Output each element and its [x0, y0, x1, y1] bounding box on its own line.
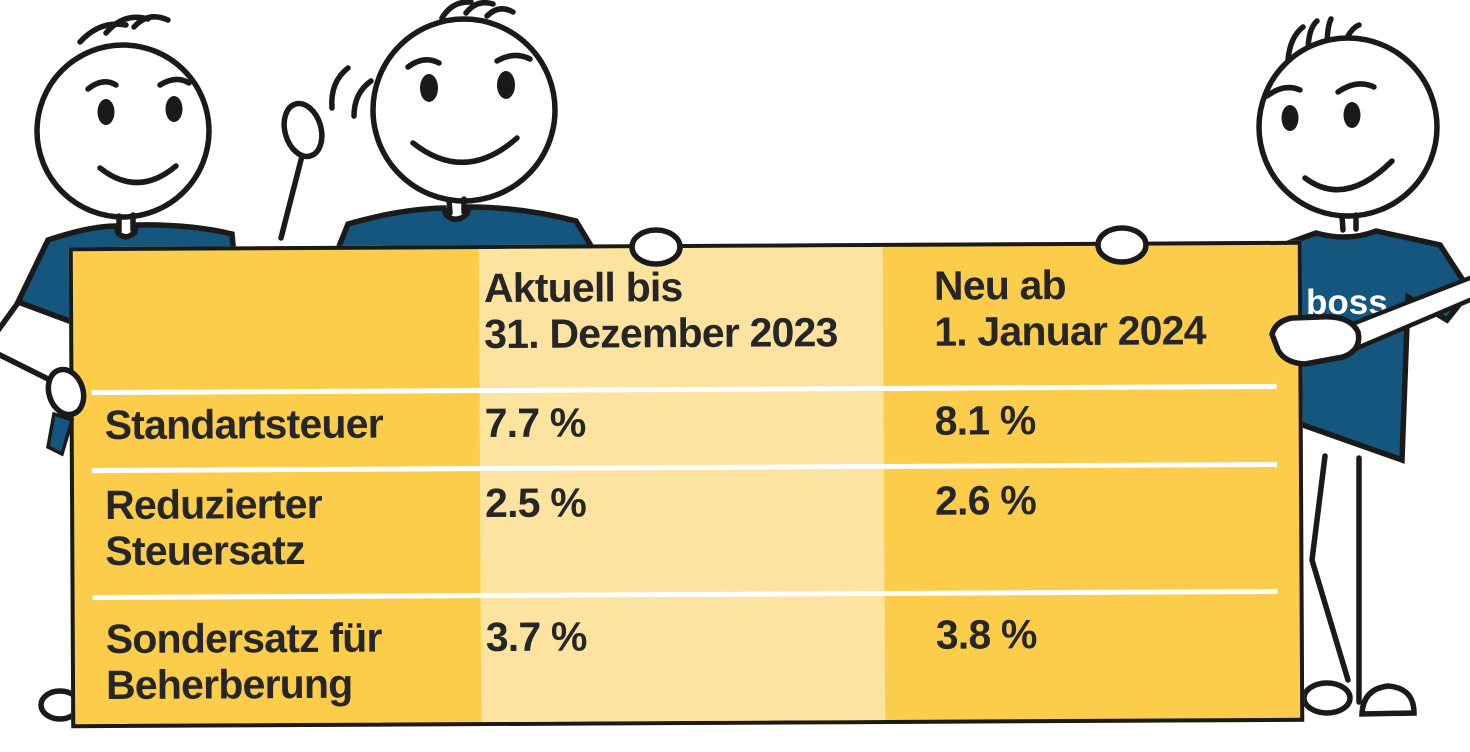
eye-icon: [1281, 105, 1299, 131]
hair-icon: [77, 21, 129, 45]
stick-figure-middle: [278, 0, 601, 257]
foot-icon: [1301, 680, 1353, 716]
head: [370, 16, 558, 204]
column-header-new-line2: 1. Januar 2024: [934, 307, 1206, 355]
shirt: [331, 204, 601, 257]
column-header-current: Aktuell bis 31. Dezember 2023: [484, 263, 838, 357]
standard-tax-new-value: 8.1 %: [934, 397, 1036, 444]
smile-icon: [97, 163, 179, 186]
reduced-tax-current-value: 2.5 %: [484, 479, 587, 527]
eyebrow-icon: [1264, 84, 1303, 99]
vat-rate-sign: Aktuell bis 31. Dezember 2023 Neu ab 1. …: [68, 240, 1305, 729]
eye-icon: [1343, 102, 1361, 128]
hair-icon: [463, 0, 496, 16]
column-header-new-line1: Neu ab: [933, 262, 1066, 309]
arm: [278, 153, 305, 241]
row-label-special-rate: Sondersatz für Beherberung: [106, 615, 382, 708]
hair-icon: [484, 6, 516, 19]
eyebrow-icon: [494, 52, 533, 64]
eyebrow-icon: [1335, 81, 1377, 95]
hand-icon: [281, 100, 325, 160]
eyebrow-icon: [157, 76, 192, 88]
row-label-line: Reduzierter: [104, 480, 322, 529]
eyebrow-icon: [85, 79, 119, 92]
neck: [1339, 212, 1359, 233]
column-header-current-line1: Aktuell bis: [483, 264, 683, 312]
smile-icon: [1302, 158, 1395, 193]
neck: [446, 196, 467, 216]
hair-icon: [131, 14, 171, 30]
arm: [0, 297, 23, 333]
motion-lines-icon: [351, 78, 374, 119]
special-rate-new-value: 3.8 %: [935, 611, 1037, 658]
standard-tax-current-value: 7.7 %: [484, 399, 586, 447]
eye-icon: [97, 99, 115, 125]
column-header-new: Neu ab 1. Januar 2024: [933, 261, 1206, 355]
row-label-standard-tax: Standartsteuer: [105, 401, 383, 448]
arm: [0, 351, 53, 383]
foot-icon: [1359, 683, 1417, 717]
head: [34, 42, 212, 220]
motion-lines-icon: [329, 65, 351, 111]
row-label-line: Beherberung: [105, 660, 353, 709]
row-label-line: Standartsteuer: [104, 400, 383, 449]
hair-icon: [439, 0, 474, 21]
row-label-line: Steuersatz: [105, 527, 305, 575]
eyebrow-icon: [405, 57, 442, 70]
eye-icon: [165, 96, 183, 122]
reduced-tax-new-value: 2.6 %: [934, 477, 1037, 524]
row-label-reduced-tax: Reduzierter Steuersatz: [105, 481, 322, 574]
shirt-logo-text: boss: [1306, 283, 1388, 322]
head: [1256, 35, 1440, 219]
special-rate-current-value: 3.7 %: [485, 613, 587, 661]
eye-icon: [497, 71, 515, 99]
hair-icon: [1285, 24, 1306, 63]
smile-icon: [410, 135, 520, 165]
eye-icon: [420, 74, 438, 102]
leg: [1309, 453, 1351, 683]
column-header-current-line2: 31. Dezember 2023: [484, 309, 838, 358]
row-label-line: Sondersatz für: [105, 614, 382, 663]
